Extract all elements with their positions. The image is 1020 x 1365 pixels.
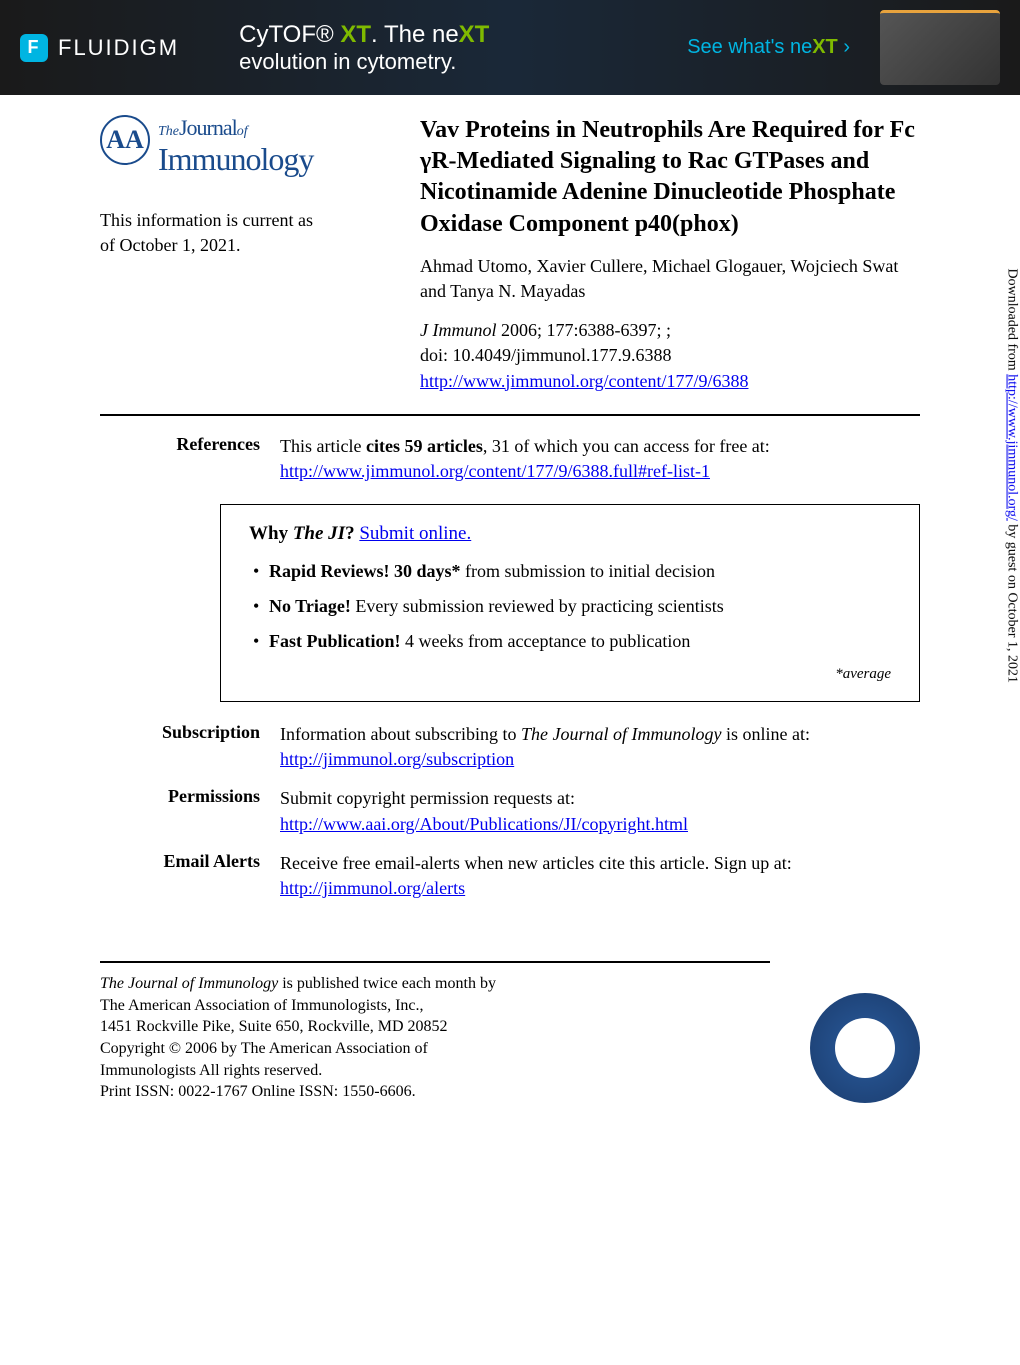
why-item-rest: Every submission reviewed by practicing … (351, 596, 724, 616)
why-item-rest: 4 weeks from acceptance to publication (401, 631, 691, 651)
journal-logo-text: TheJournalof Immunology (158, 115, 313, 178)
ad-banner[interactable]: F FLUIDIGM CyTOF® XT. The neXT evolution… (0, 0, 1020, 95)
submit-online-link[interactable]: Submit online. (359, 523, 471, 544)
journal-of: of (237, 124, 248, 139)
aai-seal-icon (810, 993, 920, 1103)
references-text-bold: cites 59 articles (366, 436, 483, 456)
banner-cta-arrow: › (838, 36, 850, 58)
banner-title-xt2: XT (459, 21, 490, 48)
fluidigm-brand-text: FLUIDIGM (58, 35, 179, 61)
fluidigm-logo: F FLUIDIGM (20, 34, 179, 62)
why-title: Why The JI? Submit online. (249, 523, 891, 545)
why-title-pre: Why (249, 523, 293, 544)
banner-headline: CyTOF® XT. The neXT evolution in cytomet… (239, 21, 489, 75)
banner-subtitle: evolution in cytometry. (239, 49, 489, 75)
references-text-post: , 31 of which you can access for free at… (483, 436, 770, 456)
citation-journal: J Immunol (420, 320, 496, 340)
footer-row: The Journal of Immunology is published t… (100, 961, 920, 1103)
current-info: This information is current as of Octobe… (100, 208, 380, 258)
permissions-section: Permissions Submit copyright permission … (100, 786, 920, 836)
subscription-section: Subscription Information about subscribi… (100, 722, 920, 772)
references-text-pre: This article (280, 436, 366, 456)
journal-seal-icon: AA (100, 115, 150, 165)
subscription-label: Subscription (100, 722, 280, 772)
permissions-text: Submit copyright permission requests at: (280, 788, 575, 808)
email-alerts-label: Email Alerts (100, 851, 280, 901)
sidebar-post: by guest on October 1, 2021 (1005, 520, 1020, 682)
email-alerts-link[interactable]: http://jimmunol.org/alerts (280, 878, 465, 898)
aai-seal-inner (835, 1018, 895, 1078)
header-row: AA TheJournalof Immunology This informat… (100, 115, 920, 394)
journal-name: Immunology (158, 141, 313, 177)
banner-cta-xt: XT (812, 36, 838, 58)
why-title-ji: The JI (293, 523, 345, 544)
email-alerts-section: Email Alerts Receive free email-alerts w… (100, 851, 920, 901)
journal-word: Journal (179, 115, 237, 140)
subscription-text-pre: Information about subscribing to (280, 724, 521, 744)
current-info-line2: of October 1, 2021. (100, 235, 240, 255)
why-item-bold: Rapid Reviews! 30 days* (269, 561, 461, 581)
article-authors: Ahmad Utomo, Xavier Cullere, Michael Glo… (420, 254, 920, 304)
subscription-link[interactable]: http://jimmunol.org/subscription (280, 749, 514, 769)
references-link[interactable]: http://www.jimmunol.org/content/177/9/63… (280, 461, 710, 481)
banner-title-post: . The ne (371, 21, 459, 48)
subscription-body: Information about subscribing to The Jou… (280, 722, 920, 772)
fluidigm-icon: F (20, 34, 48, 62)
why-item-bold: No Triage! (269, 596, 351, 616)
sidebar-link[interactable]: http://www.jimmunol.org/ (1005, 374, 1020, 521)
banner-cta[interactable]: See what's neXT › (687, 36, 850, 59)
banner-right: See what's neXT › (687, 10, 1000, 85)
sidebar-pre: Downloaded from (1005, 268, 1020, 374)
article-title: Vav Proteins in Neutrophils Are Required… (420, 115, 920, 240)
footer-text: The Journal of Immunology is published t… (100, 961, 770, 1103)
why-list-item: Rapid Reviews! 30 days* from submission … (249, 561, 891, 582)
banner-title-pre: CyTOF® (239, 21, 340, 48)
email-alerts-text: Receive free email-alerts when new artic… (280, 853, 792, 873)
permissions-label: Permissions (100, 786, 280, 836)
banner-cta-pre: See what's ne (687, 36, 812, 58)
instrument-image (880, 10, 1000, 85)
divider (100, 414, 920, 416)
footer-line6: Print ISSN: 0022-1767 Online ISSN: 1550-… (100, 1083, 416, 1100)
current-info-line1: This information is current as (100, 210, 313, 230)
header-left: AA TheJournalof Immunology This informat… (100, 115, 380, 394)
references-body: This article cites 59 articles, 31 of wh… (280, 434, 920, 484)
subscription-text-ital: The Journal of Immunology (521, 724, 721, 744)
why-list-item: Fast Publication! 4 weeks from acceptanc… (249, 631, 891, 652)
journal-logo[interactable]: AA TheJournalof Immunology (100, 115, 380, 178)
article-url-link[interactable]: http://www.jimmunol.org/content/177/9/63… (420, 371, 749, 391)
why-average-note: *average (249, 666, 891, 683)
footer-line2: The American Association of Immunologist… (100, 997, 424, 1014)
subscription-text-post: is online at: (721, 724, 810, 744)
permissions-link[interactable]: http://www.aai.org/About/Publications/JI… (280, 814, 688, 834)
citation-rest: 2006; 177:6388-6397; ; (496, 320, 671, 340)
footer-line1-post: is published twice each month by (278, 975, 496, 992)
references-section: References This article cites 59 article… (100, 434, 920, 484)
why-list-item: No Triage! Every submission reviewed by … (249, 596, 891, 617)
article-citation: J Immunol 2006; 177:6388-6397; ; doi: 10… (420, 318, 920, 394)
why-title-post: ? (345, 523, 359, 544)
footer-line5: Immunologists All rights reserved. (100, 1062, 322, 1079)
page-content: AA TheJournalof Immunology This informat… (0, 95, 1020, 1133)
download-sidebar: Downloaded from http://www.jimmunol.org/… (1004, 268, 1020, 683)
banner-title-xt: XT (340, 21, 371, 48)
journal-the: The (158, 124, 179, 139)
footer-line3: 1451 Rockville Pike, Suite 650, Rockvill… (100, 1018, 448, 1035)
why-item-rest: from submission to initial decision (461, 561, 716, 581)
footer-line4: Copyright © 2006 by The American Associa… (100, 1040, 428, 1057)
why-list: Rapid Reviews! 30 days* from submission … (249, 561, 891, 652)
references-label: References (100, 434, 280, 484)
footer-ji: The Journal of Immunology (100, 975, 278, 992)
email-alerts-body: Receive free email-alerts when new artic… (280, 851, 920, 901)
citation-doi: doi: 10.4049/jimmunol.177.9.6388 (420, 345, 672, 365)
header-right: Vav Proteins in Neutrophils Are Required… (420, 115, 920, 394)
why-item-bold: Fast Publication! (269, 631, 401, 651)
why-the-ji-box: Why The JI? Submit online. Rapid Reviews… (220, 504, 920, 702)
permissions-body: Submit copyright permission requests at:… (280, 786, 920, 836)
